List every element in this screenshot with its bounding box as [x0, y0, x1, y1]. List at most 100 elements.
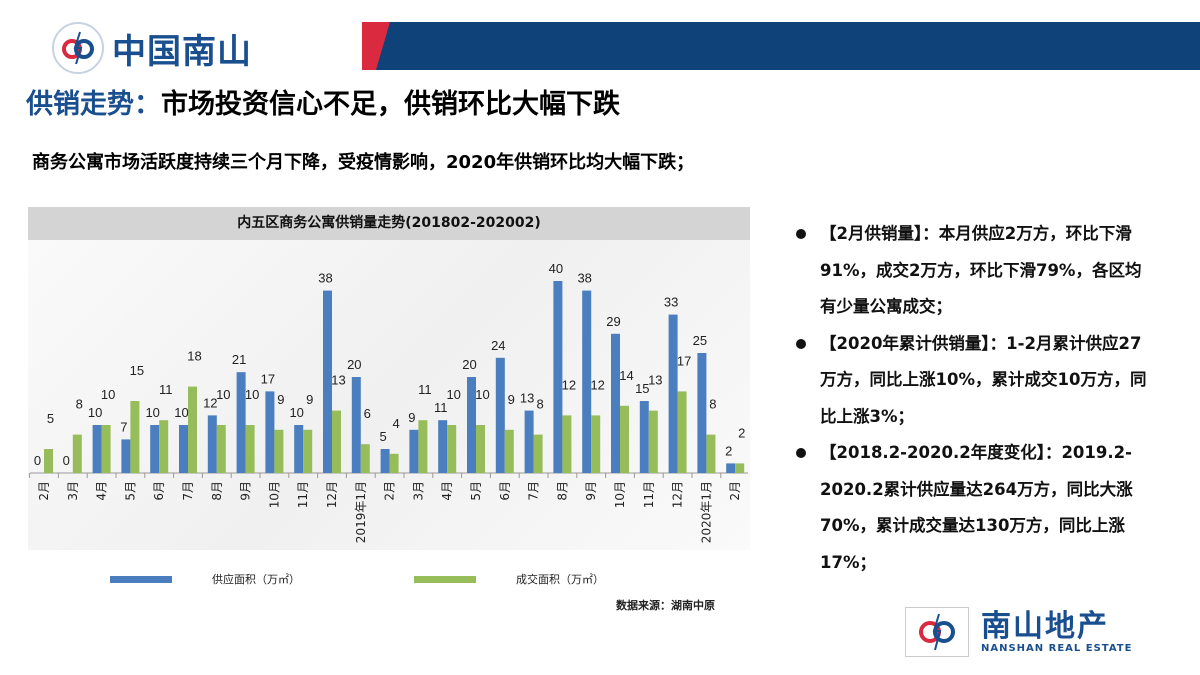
data-label-supply: 10 — [174, 405, 188, 420]
bar-supply — [697, 353, 707, 473]
data-label-sales: 10 — [475, 387, 489, 402]
data-label-supply: 17 — [261, 371, 275, 386]
data-label-sales: 12 — [590, 377, 604, 392]
data-label-sales: 4 — [392, 416, 399, 431]
x-tick-label: 4月 — [95, 481, 109, 501]
data-label-supply: 0 — [34, 453, 41, 468]
bar-sales — [735, 463, 745, 473]
data-label-sales: 10 — [446, 387, 460, 402]
bar-sales — [188, 386, 197, 473]
data-label-sales: 8 — [536, 397, 543, 412]
data-label-supply: 15 — [635, 381, 649, 396]
x-tick-label: 11月 — [642, 481, 656, 508]
bar-sales — [706, 434, 716, 473]
x-tick-label: 7月 — [181, 481, 195, 501]
bar-supply — [351, 377, 361, 473]
x-tick-label: 12月 — [325, 481, 339, 508]
bar-supply — [207, 415, 217, 473]
supply-sales-chart: 内五区商务公寓供销量走势(201802-202002) 0 5 2月 0 8 3月 10 10… — [28, 207, 750, 617]
data-label-sales: 9 — [277, 392, 284, 407]
bar-supply — [726, 463, 736, 473]
x-tick-label: 8月 — [555, 481, 569, 501]
data-label-supply: 10 — [289, 405, 303, 420]
bullet-item: 【2020年累计供销量】：1-2月累计供应27万方，同比上涨10%，累计成交10… — [796, 326, 1156, 436]
x-tick-label: 6月 — [498, 481, 512, 501]
x-tick-label: 8月 — [210, 481, 224, 501]
data-label-supply: 33 — [664, 295, 678, 310]
legend-label-sales: 成交面积（万㎡） — [516, 573, 604, 586]
bullet-item: 【2月供销量】：本月供应2万方，环比下滑91%，成交2万方，环比下滑79%，各区… — [796, 216, 1156, 326]
company-logo: 中国南山 — [52, 22, 252, 74]
bar-supply — [179, 425, 188, 473]
x-tick-label: 9月 — [584, 481, 598, 501]
header-banner — [362, 22, 1200, 70]
bar-supply — [92, 425, 102, 473]
bar-sales — [447, 425, 457, 473]
bar-sales — [332, 410, 341, 473]
bar-supply — [639, 401, 649, 473]
bar-supply — [467, 377, 476, 473]
data-label-supply: 10 — [88, 405, 102, 420]
data-label-supply: 9 — [408, 410, 415, 425]
data-label-sales: 9 — [508, 392, 515, 407]
bar-supply — [380, 449, 390, 473]
data-label-sales: 5 — [47, 411, 54, 426]
bar-sales — [216, 425, 226, 473]
bar-sales — [360, 444, 370, 473]
data-label-supply: 38 — [318, 271, 332, 286]
bar-sales — [72, 434, 82, 473]
bar-supply — [524, 410, 534, 473]
data-label-supply: 13 — [520, 391, 534, 406]
data-label-sales: 8 — [76, 397, 83, 412]
logo-text: 中国南山 — [112, 31, 252, 72]
bar-supply — [323, 290, 332, 473]
x-tick-label: 3月 — [66, 481, 80, 501]
data-label-supply: 0 — [63, 453, 70, 468]
bar-sales — [476, 425, 485, 473]
bar-sales — [101, 425, 111, 473]
x-tick-label: 7月 — [527, 481, 541, 501]
data-label-sales: 14 — [619, 368, 633, 383]
bar-sales — [130, 401, 140, 473]
bar-sales — [677, 391, 687, 473]
data-label-sales: 10 — [245, 387, 259, 402]
data-label-supply: 29 — [606, 314, 620, 329]
data-label-supply: 12 — [203, 395, 217, 410]
bar-sales — [591, 415, 601, 473]
x-tick-label: 2月 — [728, 481, 742, 501]
data-label-sales: 13 — [648, 373, 662, 388]
bar-sales — [620, 405, 629, 473]
data-label-supply: 7 — [120, 419, 127, 434]
x-tick-label: 10月 — [613, 481, 627, 508]
x-tick-label: 4月 — [440, 481, 454, 501]
bar-sales — [274, 429, 284, 473]
bar-sales — [504, 429, 514, 473]
bar-supply — [668, 314, 678, 473]
bar-supply — [150, 425, 160, 473]
bar-supply — [265, 391, 275, 473]
logo-emblem-icon — [52, 22, 104, 74]
legend-sales: 成交面积（万㎡） — [414, 571, 604, 587]
bar-supply — [611, 333, 620, 473]
x-tick-label: 2月 — [37, 481, 51, 501]
title-rest: 市场投资信心不足，供销环比大幅下跌 — [161, 89, 620, 120]
summary-bullets: 【2月供销量】：本月供应2万方，环比下滑91%，成交2万方，环比下滑79%，各区… — [796, 216, 1156, 581]
data-label-supply: 24 — [491, 338, 505, 353]
footer-logo: 南山地产 NANSHAN REAL ESTATE — [905, 607, 1132, 657]
x-tick-label: 12月 — [671, 481, 685, 508]
data-label-supply: 20 — [347, 357, 361, 372]
data-label-sales: 11 — [159, 382, 173, 397]
x-tick-label: 5月 — [469, 481, 483, 501]
bar-supply — [121, 439, 131, 473]
footer-logo-emblem-icon — [905, 607, 969, 657]
data-label-supply: 40 — [549, 261, 563, 276]
data-label-sales: 12 — [562, 377, 576, 392]
x-tick-label: 11月 — [296, 481, 310, 508]
bar-sales — [418, 420, 428, 473]
data-label-supply: 2 — [725, 443, 732, 458]
legend-swatch-supply — [110, 575, 172, 583]
legend-supply: 供应面积（万㎡） — [110, 571, 300, 587]
data-label-sales: 9 — [306, 392, 313, 407]
data-label-sales: 15 — [130, 363, 144, 378]
bullet-item: 【2018.2-2020.2年度变化】：2019.2-2020.2累计供应量达2… — [796, 435, 1156, 581]
